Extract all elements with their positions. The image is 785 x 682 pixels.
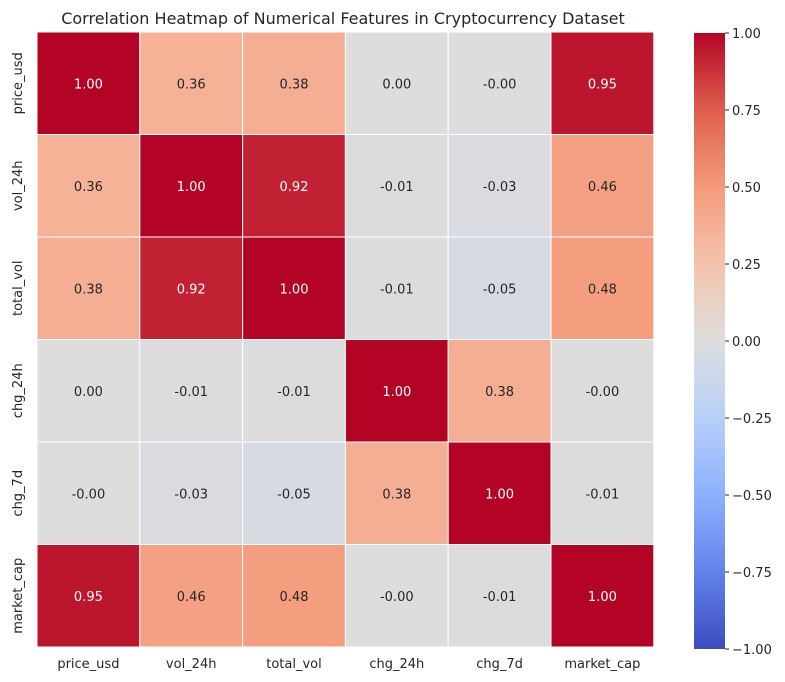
cell-value-label: -0.01 xyxy=(277,385,311,400)
column-tick-label: chg_7d xyxy=(476,657,523,672)
cell-value-label: -0.01 xyxy=(380,282,414,297)
cell-value-label: -0.00 xyxy=(483,77,517,92)
cell-value-label: -0.05 xyxy=(483,282,517,297)
row-tick-label: total_vol xyxy=(11,261,26,317)
cell-value-label: 1.00 xyxy=(588,590,617,605)
cell-value-label: 0.92 xyxy=(177,282,206,297)
heatmap-cell xyxy=(242,31,346,135)
heatmap-cell xyxy=(344,441,449,545)
heatmap-cell xyxy=(550,236,655,340)
colorbar-tick-label: −0.50 xyxy=(732,489,772,504)
heatmap-cell xyxy=(139,134,244,238)
heatmap-cell xyxy=(36,236,141,340)
colorbar-tick-label: −0.25 xyxy=(732,412,772,427)
column-tick-label: market_cap xyxy=(564,657,640,672)
column-tick-label: chg_24h xyxy=(369,657,424,672)
cell-value-label: 0.38 xyxy=(74,282,103,297)
heatmap-cell xyxy=(36,441,141,545)
colorbar-tick-label: 0.00 xyxy=(732,335,761,350)
cell-value-label: -0.01 xyxy=(483,590,517,605)
heatmap-cell xyxy=(447,31,552,135)
heatmap-cell xyxy=(344,544,449,648)
cell-value-label: 0.36 xyxy=(177,77,206,92)
cell-value-label: 0.38 xyxy=(280,77,309,92)
heatmap-cells: 1.00 0.36 0.38 0.00 -0.00 0.95 0.36 1.00 0.92 -0.… xyxy=(36,31,655,648)
colorbar-tick-label: −1.00 xyxy=(732,643,772,658)
chart-title: Correlation Heatmap of Numerical Feature… xyxy=(61,9,625,28)
cell-value-label: -0.05 xyxy=(277,487,311,502)
cell-value-label: -0.01 xyxy=(380,180,414,195)
heatmap-cell xyxy=(550,31,655,135)
row-tick-label: vol_24h xyxy=(11,160,26,211)
colorbar-tick-label: 0.25 xyxy=(732,258,761,273)
row-labels: price_usd vol_24h total_vol chg_24h chg_7dma… xyxy=(11,52,26,634)
heatmap-cell xyxy=(550,339,655,443)
colorbar-tick-label: 1.00 xyxy=(732,27,761,42)
colorbar: 1.00 0.75 0.50 0.25 0.00 −0.25 −0.50 −0.75 −1.00 xyxy=(694,27,772,658)
cell-value-label: 1.00 xyxy=(382,385,411,400)
heatmap-cell xyxy=(447,441,552,545)
heatmap-cell xyxy=(36,31,141,135)
cell-value-label: 1.00 xyxy=(177,180,206,195)
column-tick-label: vol_24h xyxy=(166,657,217,672)
heatmap-cell xyxy=(550,441,655,545)
heatmap-cell xyxy=(344,236,449,340)
row-tick-label: market_cap xyxy=(11,558,26,634)
cell-value-label: 0.95 xyxy=(588,77,617,92)
cell-value-label: -0.01 xyxy=(174,385,208,400)
cell-value-label: 0.48 xyxy=(280,590,309,605)
cell-value-label: 0.36 xyxy=(74,180,103,195)
cell-value-label: 1.00 xyxy=(280,282,309,297)
cell-value-label: -0.00 xyxy=(72,487,106,502)
heatmap-cell xyxy=(447,339,552,443)
column-tick-label: total_vol xyxy=(266,657,322,672)
heatmap-cell xyxy=(242,339,346,443)
cell-value-label: 1.00 xyxy=(485,487,514,502)
column-tick-label: price_usd xyxy=(57,657,119,672)
heatmap-cell xyxy=(447,236,552,340)
heatmap-cell xyxy=(344,134,449,238)
cell-value-label: -0.03 xyxy=(483,180,517,195)
colorbar-tick-label: 0.75 xyxy=(732,104,761,119)
heatmap-cell xyxy=(242,441,346,545)
cell-value-label: 0.46 xyxy=(588,180,617,195)
cell-value-label: -0.03 xyxy=(174,487,208,502)
cell-value-label: 0.00 xyxy=(382,77,411,92)
cell-value-label: 0.00 xyxy=(74,385,103,400)
cell-value-label: 0.48 xyxy=(588,282,617,297)
cell-value-label: -0.00 xyxy=(586,385,620,400)
heatmap-cell xyxy=(344,339,449,443)
cell-value-label: 0.38 xyxy=(485,385,514,400)
cell-value-label: -0.00 xyxy=(380,590,414,605)
heatmap-cell xyxy=(139,236,244,340)
heatmap-cell xyxy=(447,544,552,648)
heatmap-cell xyxy=(139,31,244,135)
column-labels: price_usd vol_24h total_vol chg_24h chg_7d ma… xyxy=(57,657,640,672)
heatmap-cell xyxy=(550,134,655,238)
cell-value-label: 0.38 xyxy=(382,487,411,502)
heatmap-cell xyxy=(36,544,141,648)
cell-value-label: 0.46 xyxy=(177,590,206,605)
row-tick-label: chg_24h xyxy=(11,363,26,418)
cell-value-label: 0.92 xyxy=(280,180,309,195)
row-tick-label: price_usd xyxy=(11,52,26,114)
colorbar-tick-label: 0.50 xyxy=(732,181,761,196)
cell-value-label: 0.95 xyxy=(74,590,103,605)
colorbar-tick-label: −0.75 xyxy=(732,566,772,581)
heatmap-cell xyxy=(242,236,346,340)
heatmap-cell xyxy=(36,339,141,443)
cell-value-label: 1.00 xyxy=(74,77,103,92)
row-tick-label: chg_7d xyxy=(11,470,26,517)
colorbar-gradient xyxy=(694,33,725,649)
heatmap-cell xyxy=(344,31,449,135)
heatmap-cell xyxy=(550,544,655,648)
cell-value-label: -0.01 xyxy=(586,487,620,502)
heatmap-cell xyxy=(139,339,244,443)
